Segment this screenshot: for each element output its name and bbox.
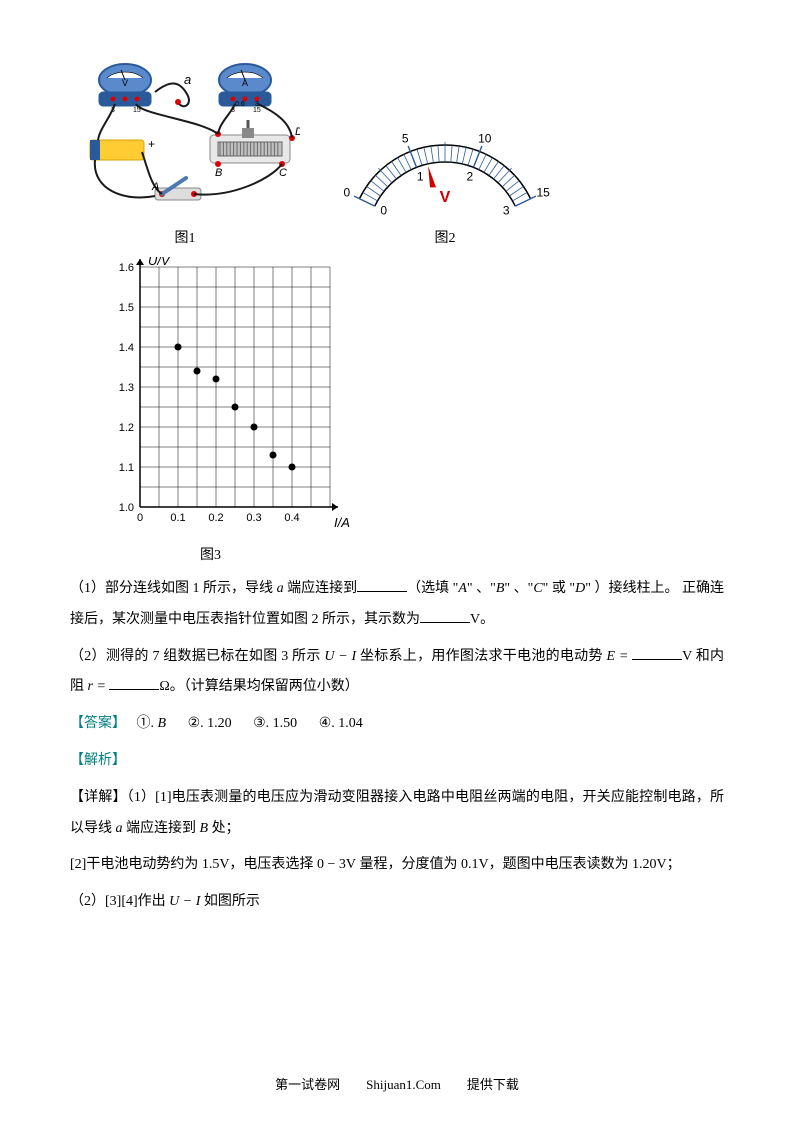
q2-part-d: 阻: [70, 679, 88, 694]
q1-part-f: " ）接线柱上。: [585, 581, 678, 596]
svg-text:1: 1: [417, 170, 424, 184]
svg-text:3: 3: [503, 203, 510, 217]
figure-1-caption: 图1: [70, 227, 300, 247]
d1b: 以导线: [70, 821, 116, 836]
svg-text:+: +: [148, 137, 155, 151]
svg-text:V: V: [122, 78, 128, 88]
page-footer: 第一试卷网 Shijuan1.Com 提供下载: [0, 1074, 794, 1093]
svg-text:1.4: 1.4: [119, 342, 134, 354]
label-A: A: [458, 581, 467, 596]
label-C: C: [533, 581, 542, 596]
figure-2-svg: 0 5 10 15 0 1 2 3 V: [340, 110, 550, 220]
figure-3-caption: 图3: [200, 544, 724, 564]
svg-text:10: 10: [478, 132, 492, 146]
d2b: 0 − 3V: [317, 857, 356, 872]
svg-text:0.4: 0.4: [284, 512, 299, 524]
svg-text:0.3: 0.3: [246, 512, 261, 524]
q1-part-a2: 端应连接到: [284, 581, 358, 596]
d1d: 处；: [208, 821, 240, 836]
analysis-label: 【解析】: [70, 753, 126, 768]
question-1: （1）部分连线如图 1 所示，导线 a 端应连接到（选填 "A" 、"B" 、"…: [70, 574, 724, 636]
svg-text:A: A: [242, 78, 248, 88]
detail-3: （2）[3][4]作出 U − I 如图所示: [70, 887, 724, 918]
label-UI: U − I: [324, 649, 356, 664]
d3b: 如图所示: [200, 894, 260, 909]
svg-text:0: 0: [137, 512, 143, 524]
q2-part-a: （2）测得的 7 组数据已标在如图 3 所示: [70, 649, 324, 664]
q2-part-b: 坐标系上，用作图法求干电池的电动势: [356, 649, 606, 664]
answer-1-num: ①.: [137, 716, 158, 731]
svg-text:1.2: 1.2: [119, 422, 134, 434]
figure-1-block: V315A3150.63a+BCDA 图1: [70, 60, 300, 247]
label-r: r =: [88, 679, 110, 694]
svg-text:C: C: [279, 167, 287, 179]
svg-text:D: D: [295, 126, 300, 138]
answer-4: ④. 1.04: [319, 716, 363, 731]
svg-text:15: 15: [253, 107, 261, 114]
figure-2-block: 0 5 10 15 0 1 2 3 V 图2: [340, 110, 550, 247]
blank-1: [357, 577, 407, 592]
svg-text:0.1: 0.1: [170, 512, 185, 524]
svg-text:U/V: U/V: [148, 257, 171, 268]
figure-1-svg: V315A3150.63a+BCDA: [70, 60, 300, 220]
analysis-line: 【解析】: [70, 746, 724, 777]
answer-1: ①. B: [137, 716, 167, 731]
svg-text:2: 2: [466, 170, 473, 184]
svg-text:0.2: 0.2: [208, 512, 223, 524]
answer-line: 【答案】 ①. B ②. 1.20 ③. 1.50 ④. 1.04: [70, 709, 724, 740]
detail-2: [2]干电池电动势约为 1.5V，电压表选择 0 − 3V 量程，分度值为 0.…: [70, 850, 724, 881]
svg-text:1.0: 1.0: [119, 502, 134, 514]
q2-part-e: Ω。（计算结果均保留两位小数）: [159, 679, 358, 694]
q1-part-b: （选填 ": [407, 581, 458, 596]
answer-3: ③. 1.50: [253, 716, 297, 731]
d1-B: B: [200, 821, 209, 836]
svg-text:1.1: 1.1: [119, 462, 134, 474]
svg-text:1.6: 1.6: [119, 262, 134, 274]
d3-UI: U − I: [169, 894, 200, 909]
svg-text:B: B: [215, 167, 222, 179]
answer-1-val: B: [158, 716, 167, 731]
label-D: D: [575, 581, 585, 596]
svg-text:15: 15: [536, 186, 550, 200]
question-2: （2）测得的 7 组数据已标在如图 3 所示 U − I 坐标系上，用作图法求干…: [70, 642, 724, 704]
blank-2: [420, 608, 470, 623]
svg-text:0.6: 0.6: [235, 101, 245, 108]
d2a: [2]干电池电动势约为 1.5V，电压表选择: [70, 857, 317, 872]
svg-text:1.3: 1.3: [119, 382, 134, 394]
figure-3-block: 0 0.1 0.2 0.3 0.4 1.0 1.1 1.2 1.3 1.4 1.5 1.6 I/A U/V…: [90, 257, 724, 564]
label-a: a: [277, 581, 284, 596]
svg-text:0: 0: [380, 203, 387, 217]
answer-2: ②. 1.20: [188, 716, 232, 731]
q1-part-e: " 或 ": [543, 581, 575, 596]
svg-text:5: 5: [402, 132, 409, 146]
figure-3-svg: 0 0.1 0.2 0.3 0.4 1.0 1.1 1.2 1.3 1.4 1.5 1.6 I/A U/V: [90, 257, 350, 537]
svg-text:1.5: 1.5: [119, 302, 134, 314]
q1-part-d: " 、": [504, 581, 533, 596]
svg-text:a: a: [184, 72, 191, 87]
detail-label: 【详解】: [70, 790, 127, 805]
q2-part-c: V 和内: [682, 649, 724, 664]
svg-text:0: 0: [344, 186, 351, 200]
svg-text:V: V: [440, 189, 451, 206]
d1-a: a: [116, 821, 123, 836]
d1c: 端应连接到: [123, 821, 200, 836]
q1-part-a: （1）部分连线如图 1 所示，导线: [70, 581, 277, 596]
d1a: （1）[1]电压表测量的电压应为滑动变阻器接入电路中电阻丝两端的电阻，开关应能控…: [127, 790, 724, 805]
d2c: 量程，分度值为 0.1V，题图中电压表读数为 1.20V；: [356, 857, 681, 872]
q1-part-c: " 、": [467, 581, 496, 596]
blank-3: [632, 645, 682, 660]
answer-label: 【答案】: [70, 716, 126, 731]
blank-4: [109, 675, 159, 690]
label-E: E =: [607, 649, 633, 664]
q1-part-h: V。: [470, 612, 494, 627]
detail-1: 【详解】（1）[1]电压表测量的电压应为滑动变阻器接入电路中电阻丝两端的电阻，开…: [70, 783, 724, 845]
svg-text:I/A: I/A: [334, 515, 350, 530]
figure-2-caption: 图2: [340, 227, 550, 247]
d3a: （2）[3][4]作出: [70, 894, 169, 909]
diagram-row-top: V315A3150.63a+BCDA 图1 0510150123V 图2: [70, 60, 724, 247]
